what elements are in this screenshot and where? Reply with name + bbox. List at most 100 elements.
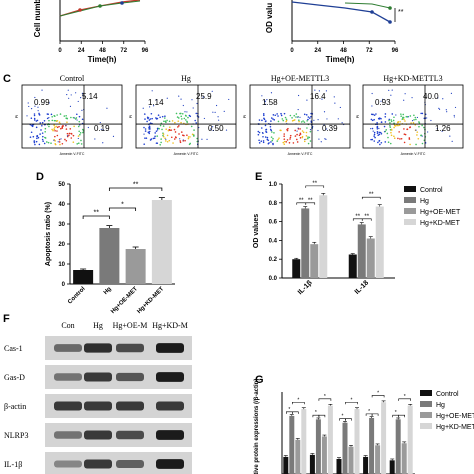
flow-dot bbox=[258, 119, 261, 121]
flow-dot bbox=[370, 138, 372, 141]
flow-dot bbox=[160, 141, 162, 144]
flow-dot bbox=[383, 125, 386, 128]
flow-dot bbox=[324, 138, 326, 140]
panel-d-bar bbox=[125, 249, 146, 284]
panel-e-sig-label: ** bbox=[369, 192, 374, 198]
flow-dot bbox=[61, 127, 64, 129]
flow-dot bbox=[143, 126, 145, 129]
flow-dot bbox=[403, 118, 405, 121]
blot-band bbox=[54, 344, 82, 352]
flow-dot bbox=[451, 140, 453, 143]
blot-row-label: Cas-1 bbox=[4, 344, 23, 353]
flow-dot bbox=[183, 117, 186, 120]
flow-dot bbox=[172, 142, 174, 144]
flow-dot bbox=[78, 130, 80, 133]
flow-dot bbox=[53, 124, 55, 127]
flow-dot bbox=[179, 141, 182, 144]
x-tick-label: 72 bbox=[366, 48, 373, 54]
flow-title: Hg+KD-METTL3 bbox=[383, 74, 442, 83]
flow-dot bbox=[162, 125, 165, 127]
panel-g-sig-bracket bbox=[371, 395, 385, 398]
panel-g-bar bbox=[389, 460, 395, 474]
flow-dot bbox=[58, 121, 61, 123]
flow-dot bbox=[65, 124, 67, 127]
flow-dot bbox=[144, 128, 147, 130]
flow-dot bbox=[99, 121, 101, 124]
panel-d-bar bbox=[151, 200, 172, 284]
flow-dot bbox=[258, 131, 261, 134]
flow-dot bbox=[453, 116, 455, 118]
panel-g-sig-label: * bbox=[351, 397, 353, 403]
panel-g-legend-swatch bbox=[420, 423, 432, 429]
flow-dot bbox=[183, 134, 185, 137]
panel-g-bar bbox=[336, 458, 342, 474]
flow-dot bbox=[48, 119, 50, 122]
flow-dot bbox=[169, 126, 171, 129]
flow-dot bbox=[282, 119, 285, 122]
flow-dot bbox=[165, 138, 167, 140]
flow-dot bbox=[305, 131, 308, 134]
flow-dot bbox=[77, 137, 79, 140]
flow-dot bbox=[161, 128, 163, 131]
flow-dot bbox=[217, 116, 219, 118]
flow-dot bbox=[66, 132, 69, 135]
flow-dot bbox=[273, 119, 276, 121]
flow-dot bbox=[303, 140, 306, 143]
flow-dot bbox=[215, 104, 218, 107]
flow-dot bbox=[174, 131, 177, 133]
flow-dot bbox=[390, 134, 393, 137]
panel-b-ylabel: OD valu bbox=[265, 3, 274, 33]
flow-dot bbox=[404, 133, 407, 136]
x-tick-label: 96 bbox=[392, 48, 399, 54]
flow-dot bbox=[182, 104, 184, 107]
flow-dot bbox=[77, 135, 80, 137]
flow-dot bbox=[166, 134, 169, 137]
panel-b-point bbox=[370, 10, 374, 14]
blot-band bbox=[156, 401, 184, 411]
flow-dot bbox=[263, 114, 265, 117]
flow-x-axis-label: Annexin V-FITC bbox=[174, 152, 199, 156]
panel-a-point bbox=[120, 1, 124, 5]
blot-lane-label: Hg+OE-M bbox=[113, 321, 148, 330]
flow-dot bbox=[373, 133, 376, 136]
flow-dot bbox=[53, 139, 55, 141]
flow-dot bbox=[180, 115, 183, 118]
flow-dot bbox=[48, 125, 50, 128]
blot-band bbox=[116, 460, 144, 468]
flow-dot bbox=[283, 133, 286, 135]
flow-dot bbox=[266, 98, 268, 101]
flow-dot bbox=[180, 98, 182, 100]
flow-dot bbox=[63, 115, 66, 117]
flow-dot bbox=[36, 137, 38, 140]
flow-dot bbox=[54, 135, 56, 138]
blot-band bbox=[156, 343, 184, 353]
blot-band bbox=[84, 430, 112, 440]
flow-dot bbox=[61, 142, 64, 145]
flow-dot bbox=[280, 114, 283, 117]
flow-dot bbox=[51, 115, 53, 118]
flow-title: Hg bbox=[181, 74, 191, 83]
panel-d-sig-bracket bbox=[108, 187, 163, 191]
flow-dot bbox=[170, 129, 173, 131]
flow-dot bbox=[73, 125, 75, 128]
flow-dot bbox=[262, 140, 265, 142]
flow-dot bbox=[168, 120, 171, 123]
panel-e-bar bbox=[348, 254, 357, 278]
flow-dot bbox=[176, 116, 179, 118]
panel-a-point bbox=[78, 8, 82, 12]
panel-g-bar bbox=[401, 443, 407, 474]
flow-dot bbox=[318, 90, 320, 92]
panel-e-bar bbox=[292, 259, 301, 278]
panel-c-letter: C bbox=[3, 73, 11, 85]
flow-dot bbox=[273, 132, 275, 134]
flow-dot bbox=[166, 97, 168, 99]
flow-dot bbox=[398, 124, 401, 126]
flow-dot bbox=[305, 135, 308, 137]
flow-dot bbox=[390, 131, 392, 134]
flow-dot bbox=[142, 107, 144, 109]
flow-dot bbox=[378, 133, 381, 136]
flow-dot bbox=[265, 131, 268, 133]
panel-e-sig-label: ** bbox=[355, 214, 360, 220]
flow-dot bbox=[390, 120, 393, 123]
flow-dot bbox=[68, 132, 71, 135]
